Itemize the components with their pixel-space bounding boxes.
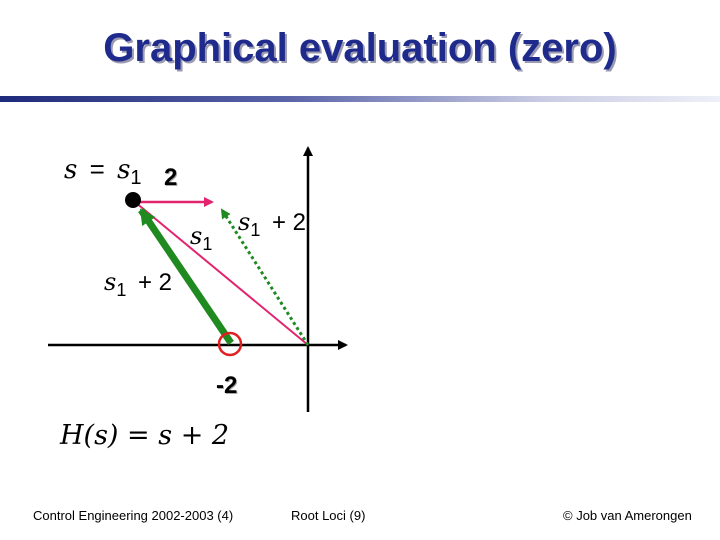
pole-point-s1: [125, 192, 141, 208]
vector-s1: [134, 201, 309, 346]
label-s1-plus-2-left: s1 + 2: [104, 268, 173, 300]
footer-course: Control Engineering 2002-2003 (4): [33, 508, 234, 523]
title-underline: [0, 96, 720, 102]
transfer-function: H(s) = s + 2: [60, 420, 230, 451]
label-s1-vector: s1: [190, 222, 213, 254]
label-top-two: 2: [164, 164, 178, 191]
footer-slide-number: Root Loci (9): [291, 508, 366, 523]
zero-marker: [217, 331, 243, 357]
vector-s1-plus-2-dotted: [220, 208, 310, 346]
footer-copyright: © Job van Amerongen: [563, 508, 692, 523]
label-s1-plus-2-right: s1 + 2: [238, 208, 307, 240]
slide-title: Graphical evaluation (zero): [103, 26, 617, 70]
vector-s1-plus-2: [138, 208, 234, 345]
label-zero-value: -2: [216, 372, 238, 399]
label-s-equals-s1: s = s1: [64, 154, 142, 190]
